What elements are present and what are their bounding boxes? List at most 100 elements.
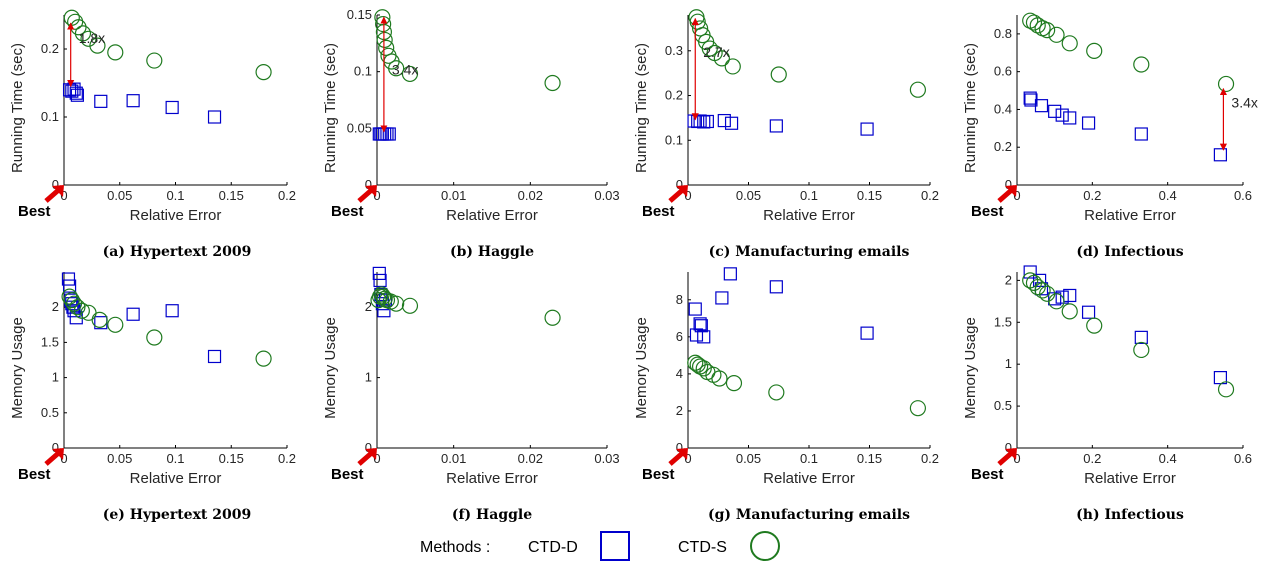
legend-title: Methods : (420, 539, 490, 556)
ctd-s-point (544, 74, 561, 92)
y-tick-label: 0.1 (41, 109, 59, 124)
ctd-d-point (70, 88, 84, 102)
ctd-d-point (689, 328, 704, 342)
ctd-s-point (770, 66, 787, 83)
y-tick-label: 2 (1005, 272, 1012, 287)
ctd-s-point (768, 384, 785, 401)
ctd-d-point (1213, 148, 1228, 162)
y-tick-label: 2 (676, 403, 683, 418)
panel-caption: (a) Hypertext 2009 (103, 244, 252, 260)
panel-caption: (e) Hypertext 2009 (103, 507, 252, 523)
ctd-d-point (715, 291, 729, 305)
x-axis-label: Relative Error (130, 207, 222, 224)
best-arrow-head (52, 448, 64, 460)
ctd-d-point (1063, 288, 1077, 303)
x-tick-label: 0 (1013, 188, 1020, 203)
x-tick-label: 0.05 (107, 188, 132, 203)
ctd-d-point (372, 266, 386, 281)
ctd-s-point (909, 400, 927, 417)
y-tick-label: 2 (365, 299, 372, 314)
ctd-d-point (693, 317, 707, 331)
y-tick-label: 8 (676, 292, 683, 307)
speedup-label: 3.4x (392, 62, 418, 78)
y-tick-label: 0.6 (994, 64, 1012, 79)
x-tick-label: 0.1 (800, 451, 818, 466)
chart-panel: 0 0.05 0.1 0.15 0.2 0 2 4 6 8 Relative Error Memory… (633, 267, 939, 523)
best-arrow-head (52, 185, 64, 197)
ctd-d-point (69, 86, 83, 100)
ctd-s-point (1133, 341, 1150, 359)
ctd-s-point (401, 297, 419, 314)
x-axis-label: Relative Error (763, 470, 855, 487)
x-axis-label: Relative Error (130, 470, 222, 487)
ctd-d-point (700, 114, 714, 129)
x-axis-label: Relative Error (446, 470, 538, 487)
speedup-label: 3.4x (1231, 94, 1257, 110)
x-tick-label: 0.03 (594, 451, 619, 466)
ctd-d-point (697, 330, 711, 344)
chart-panel: 0 0.05 0.1 0.15 0.2 0 0.5 1 1.5 2 Relative Error Me… (9, 272, 296, 523)
chart-panel: 0 0.01 0.02 0.03 0 1 2 Relative Error Memory Usa… (322, 266, 620, 523)
x-axis-label: Relative Error (1084, 470, 1176, 487)
x-tick-label: 0.15 (219, 188, 244, 203)
speedup-label: 1.8x (79, 30, 105, 46)
ctd-s-point (89, 37, 106, 54)
y-axis-label: Running Time (sec) (633, 43, 650, 173)
chart-panel: 0 0.05 0.1 0.15 0.2 0 0.1 0.2 Relative Error Runn… (9, 9, 296, 260)
x-tick-label: 0.1 (800, 188, 818, 203)
best-arrow-head (1005, 185, 1017, 197)
ctd-d-point (1134, 330, 1148, 344)
y-tick-label: 0 (1005, 440, 1012, 455)
ctd-d-point (207, 110, 222, 124)
x-tick-label: 0.1 (166, 188, 184, 203)
ctd-s-point (388, 295, 405, 312)
ctd-d-point (165, 304, 179, 318)
ctd-s-point (401, 65, 419, 83)
best-label: Best (18, 203, 51, 220)
best-arrow-head (676, 185, 688, 197)
best-arrow-head (676, 448, 688, 460)
x-tick-label: 0.15 (219, 451, 244, 466)
y-tick-label: 0 (52, 440, 59, 455)
y-tick-label: 0.05 (347, 120, 372, 135)
y-axis-label: Memory Usage (633, 317, 650, 419)
x-tick-label: 0.6 (1234, 451, 1252, 466)
x-tick-label: 0 (684, 188, 691, 203)
ctd-s-point (1133, 56, 1150, 73)
x-tick-label: 0 (373, 451, 380, 466)
best-label: Best (971, 466, 1004, 483)
x-tick-label: 0.01 (441, 451, 466, 466)
best-arrow-head (1005, 448, 1017, 460)
ctd-s-point (146, 52, 163, 69)
ctd-s-point (255, 64, 272, 81)
panel-caption: (d) Infectious (1076, 244, 1183, 260)
y-tick-label: 0.8 (994, 26, 1012, 41)
ctd-d-point (694, 319, 708, 333)
panel-caption: (h) Infectious (1076, 507, 1184, 523)
ctd-d-point (126, 94, 140, 108)
ctd-s-point (1061, 35, 1078, 52)
ctd-s-point (711, 370, 728, 387)
ctd-s-point (544, 309, 561, 326)
ctd-d-point (1134, 127, 1148, 141)
x-tick-label: 0.4 (1159, 451, 1177, 466)
x-tick-label: 0.2 (1083, 188, 1101, 203)
x-tick-label: 0.02 (518, 188, 543, 203)
ctd-d-point (1055, 290, 1069, 304)
y-axis-label: Memory Usage (322, 317, 339, 419)
best-label: Best (971, 203, 1004, 220)
ctd-d-point (67, 304, 81, 318)
x-tick-label: 0.2 (921, 451, 939, 466)
ctd-d-point (1055, 108, 1069, 122)
y-tick-label: 1 (52, 370, 59, 385)
ctd-d-point (860, 122, 874, 136)
x-axis-label: Relative Error (763, 207, 855, 224)
ctd-s-point (1061, 303, 1078, 320)
ctd-d-point (769, 280, 783, 294)
best-label: Best (331, 466, 364, 483)
ctd-s-point (1034, 282, 1051, 299)
y-tick-label: 0.5 (41, 405, 59, 420)
y-tick-label: 1.5 (994, 314, 1012, 329)
ctd-s-point (1086, 317, 1103, 334)
